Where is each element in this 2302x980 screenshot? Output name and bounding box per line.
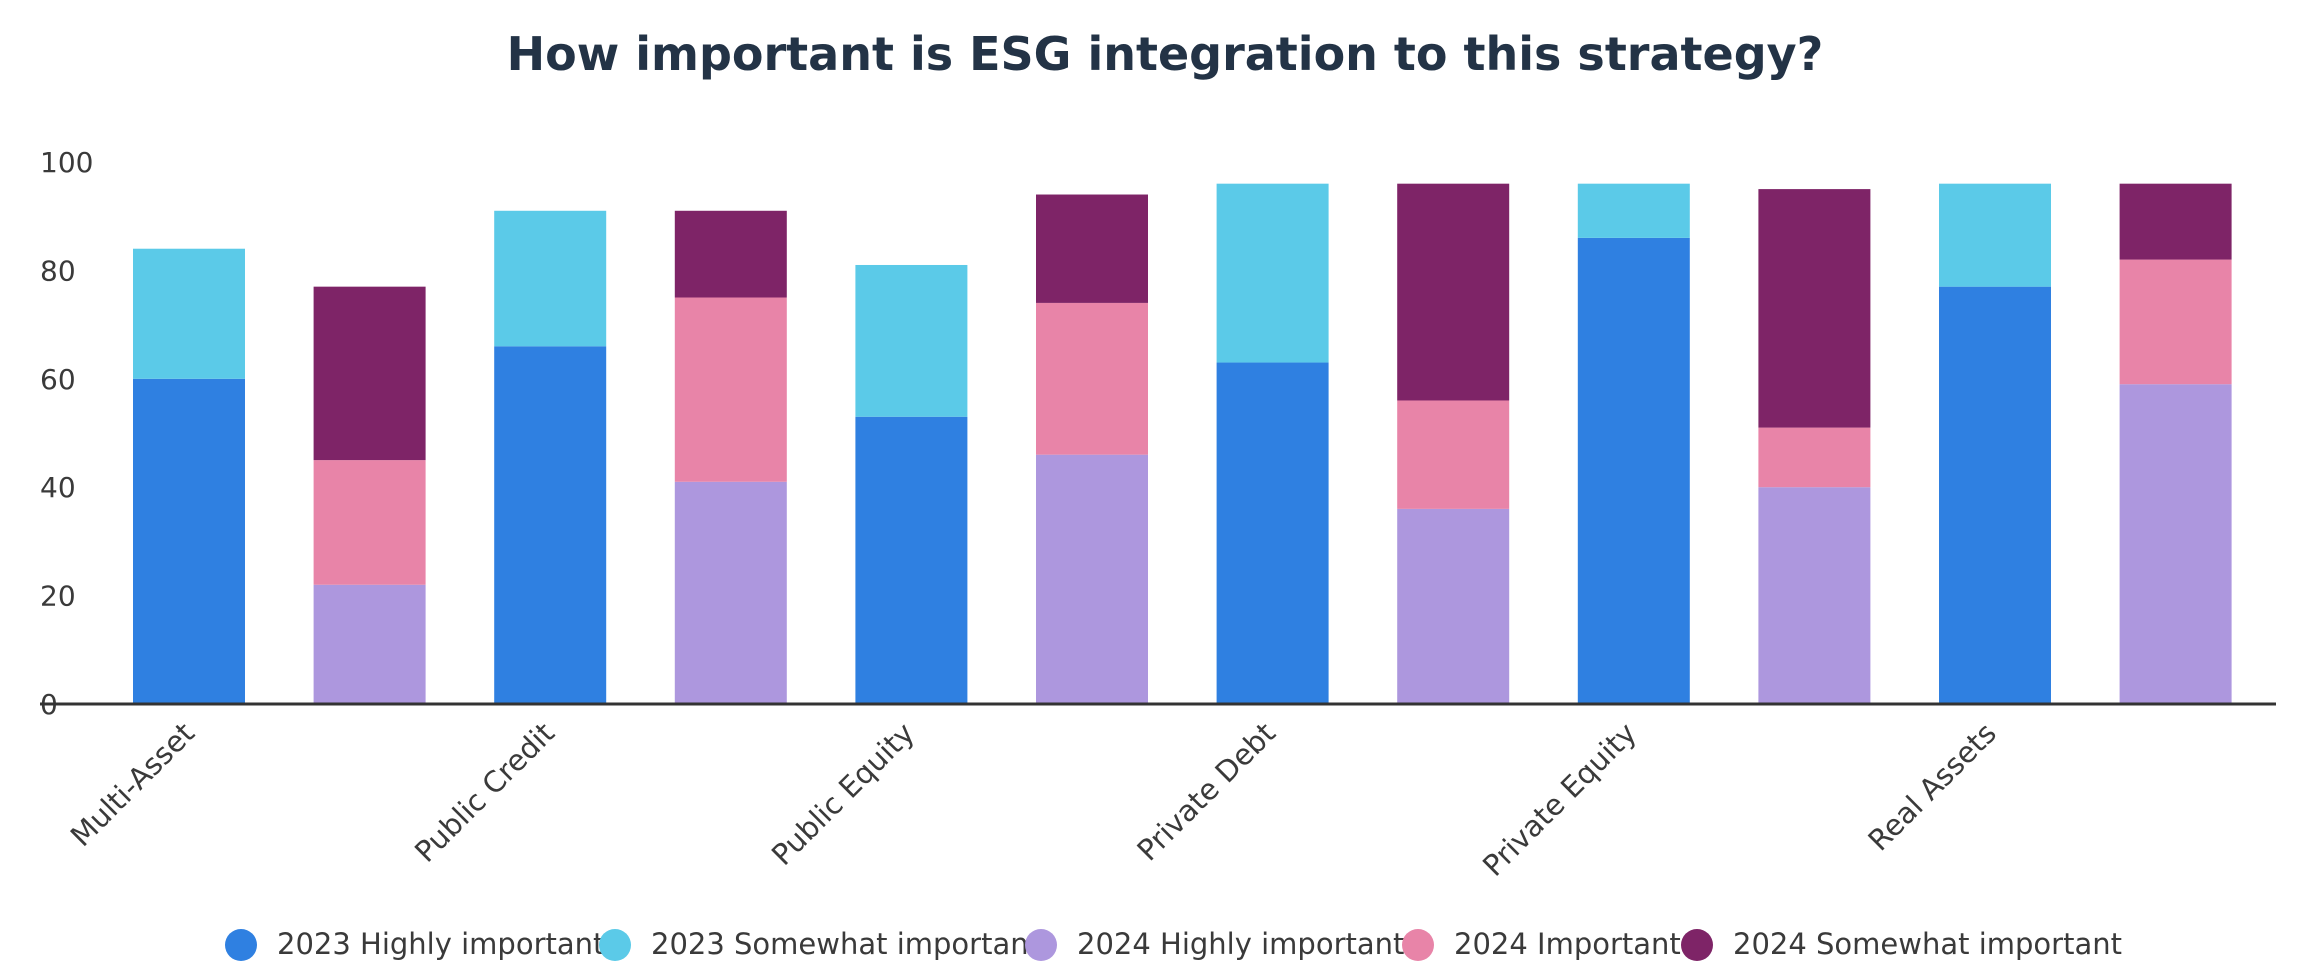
bar-real-assets-2024-somewhat-important [2119,183,2232,260]
legend-marker-2024-highly-important [1025,929,1057,961]
bar-private-equity-2024-important [1758,427,1871,488]
bar-public-credit-2024-somewhat-important [674,210,787,298]
x-label-real-assets: Real Assets [1861,716,2003,858]
y-tick-label-40: 40 [40,471,76,504]
bar-public-equity-2024-highly-important [1036,454,1148,704]
bar-private-equity-2024-highly-important [1758,487,1871,704]
legend: 2023 Highly important 2023 Somewhat impor… [225,927,2122,961]
x-label-public-equity: Public Equity [765,716,921,872]
bar-private-debt-2024-somewhat-important [1397,183,1510,401]
bar-private-debt-2024-highly-important [1397,508,1510,704]
legend-label-2023-somewhat-important: 2023 Somewhat important [651,927,1040,961]
bars [133,183,2232,704]
bar-public-credit-2024-highly-important [674,481,787,704]
x-axis-category-labels: Multi-Asset Public Credit Public Equity Pri… [64,716,2003,883]
bar-public-credit-2023-somewhat-important [494,210,607,347]
x-label-public-credit: Public Credit [408,716,561,869]
bar-real-assets-2023-highly-important [1939,286,2051,704]
y-tick-label-100: 100 [40,146,93,179]
bar-real-assets-2023-somewhat-important [1939,183,2051,287]
bar-public-equity-2024-important [1036,302,1148,455]
legend-label-2024-important: 2024 Important [1454,927,1681,961]
legend-label-2023-highly-important: 2023 Highly important [277,927,604,961]
legend-marker-2023-highly-important [225,929,257,961]
bar-multi-asset-2024-important [313,460,426,585]
bar-public-equity-2023-somewhat-important [855,264,968,417]
bar-multi-asset-2024-somewhat-important [313,286,426,461]
legend-label-2024-highly-important: 2024 Highly important [1077,927,1404,961]
legend-marker-2024-important [1402,929,1434,961]
legend-marker-2023-somewhat-important [599,929,631,961]
bar-private-debt-2024-important [1397,400,1510,509]
bar-private-equity-2024-somewhat-important [1758,189,1871,428]
x-label-private-equity: Private Equity [1476,716,1643,883]
x-label-private-debt: Private Debt [1130,716,1282,868]
chart-title: How important is ESG integration to this… [507,27,1824,81]
bar-private-debt-2023-highly-important [1216,362,1329,704]
bar-private-equity-2023-somewhat-important [1577,183,1690,238]
bar-public-credit-2024-important [674,297,787,482]
bar-multi-asset-2023-highly-important [133,378,245,704]
y-tick-label-80: 80 [40,254,76,287]
bar-real-assets-2024-important [2119,259,2232,385]
x-label-multi-asset: Multi-Asset [64,716,201,853]
bar-private-debt-2023-somewhat-important [1216,183,1329,363]
bar-multi-asset-2024-highly-important [313,584,426,704]
bar-real-assets-2024-highly-important [2119,384,2232,704]
bar-multi-asset-2023-somewhat-important [133,248,245,379]
bar-public-credit-2023-highly-important [494,346,607,704]
bar-public-equity-2024-somewhat-important [1036,194,1148,303]
bar-public-equity-2023-highly-important [855,416,968,704]
y-tick-label-20: 20 [40,580,76,613]
bar-private-equity-2023-highly-important [1577,237,1690,704]
y-tick-label-60: 60 [40,363,76,396]
legend-marker-2024-somewhat-important [1681,929,1713,961]
legend-label-2024-somewhat-important: 2024 Somewhat important [1733,927,2122,961]
